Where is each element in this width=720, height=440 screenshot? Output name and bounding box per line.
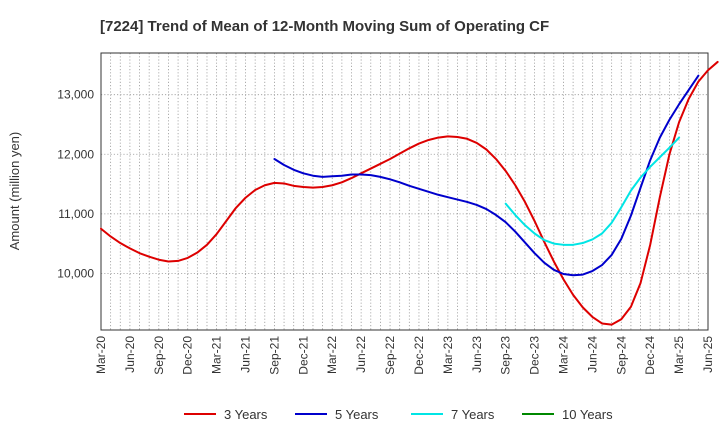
- x-tick-label: Mar-25: [672, 336, 686, 374]
- x-tick-label: Jun-22: [354, 336, 368, 373]
- grid-lines: [101, 53, 708, 330]
- y-tick-label: 13,000: [57, 88, 94, 102]
- chart-title: [7224] Trend of Mean of 12-Month Moving …: [100, 18, 549, 35]
- x-tick-label: Sep-22: [383, 336, 397, 375]
- y-tick-label: 11,000: [58, 207, 94, 221]
- x-tick-label: Dec-21: [296, 336, 310, 375]
- x-tick-label: Mar-23: [441, 336, 455, 374]
- x-tick-label: Sep-23: [499, 336, 513, 375]
- x-tick-label: Dec-23: [528, 336, 542, 375]
- y-axis-tick-labels: 10,000 11,000 12,000 13,000: [57, 88, 94, 281]
- x-tick-label: Sep-20: [152, 336, 166, 375]
- y-tick-label: 12,000: [57, 147, 94, 161]
- legend-label-7-years: 7 Years: [451, 407, 495, 422]
- x-tick-label: Dec-20: [181, 336, 195, 375]
- series-line-3-years: [100, 60, 719, 326]
- x-tick-label: Jun-25: [701, 336, 715, 373]
- x-tick-label: Jun-20: [123, 336, 137, 373]
- x-axis-tick-labels: Mar-20 Jun-20 Sep-20 Dec-20 Mar-21 Jun-21 Sep-…: [94, 336, 715, 375]
- legend-label-5-years: 5 Years: [335, 407, 379, 422]
- x-tick-label: Mar-24: [556, 336, 570, 374]
- series-line-5-years: [273, 74, 700, 277]
- legend: 3 Years 5 Years 7 Years 10 Years: [184, 407, 613, 422]
- y-tick-label: 10,000: [57, 266, 94, 280]
- x-tick-label: Dec-24: [643, 336, 657, 375]
- x-tick-label: Sep-24: [614, 336, 628, 375]
- series-lines: [100, 60, 719, 326]
- y-axis-label: Amount (million yen): [7, 132, 22, 251]
- plot-area-frame: [100, 52, 709, 331]
- x-tick-label: Jun-23: [470, 336, 484, 373]
- legend-label-10-years: 10 Years: [562, 407, 613, 422]
- x-tick-label: Jun-24: [585, 336, 599, 373]
- x-tick-label: Mar-22: [325, 336, 339, 374]
- x-tick-label: Mar-20: [94, 336, 108, 374]
- x-tick-label: Sep-21: [267, 336, 281, 375]
- x-tick-label: Mar-21: [210, 336, 224, 374]
- x-tick-label: Dec-22: [412, 336, 426, 375]
- legend-label-3-years: 3 Years: [224, 407, 268, 422]
- x-tick-label: Jun-21: [239, 336, 253, 373]
- series-line-7-years: [504, 136, 681, 246]
